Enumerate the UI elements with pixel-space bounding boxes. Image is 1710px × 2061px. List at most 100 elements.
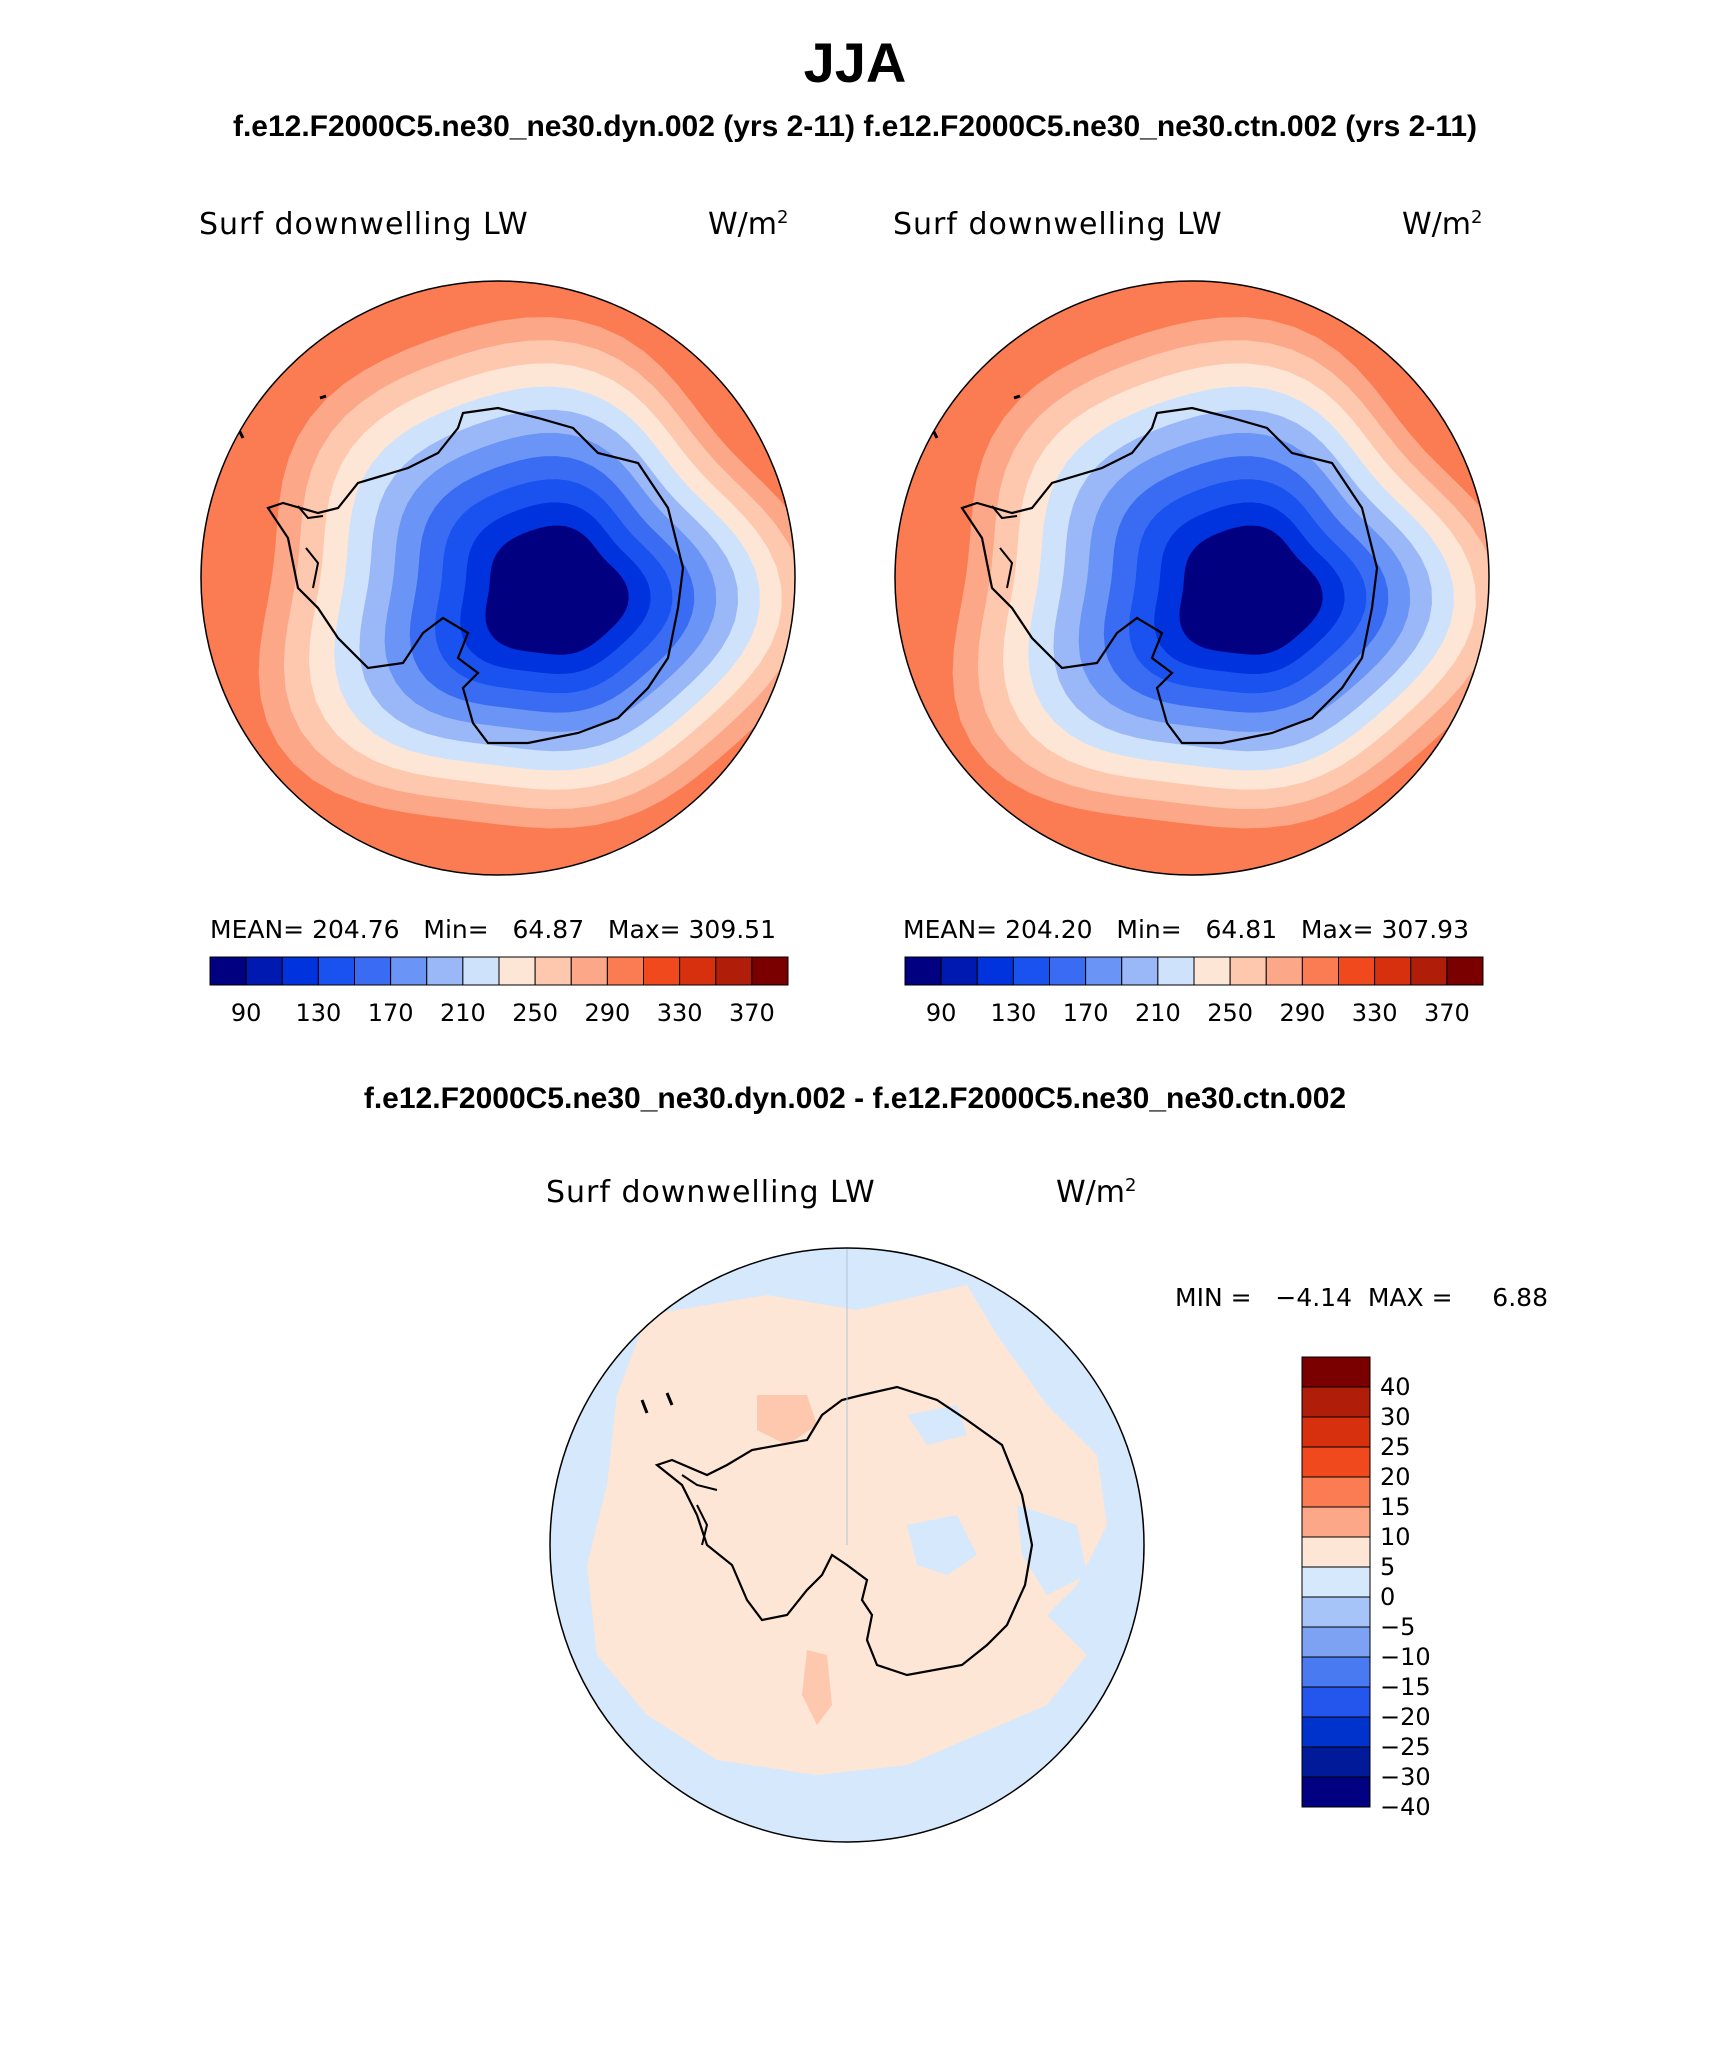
map-panel-1-field [201, 281, 795, 875]
colorbar-swatch [606, 956, 644, 986]
colorbar-swatch [1193, 956, 1231, 986]
colorbar-label: 20 [1380, 1463, 1411, 1491]
colorbar-swatch [1121, 956, 1159, 986]
colorbar-swatch [679, 956, 717, 986]
panel2-units: W/m2 [1402, 207, 1483, 242]
colorbar-label: 130 [295, 999, 341, 1027]
colorbar-swatch [1265, 956, 1303, 986]
colorbar-label: 40 [1380, 1373, 1411, 1401]
map-boundary [200, 280, 796, 876]
colorbar-swatch [1301, 1686, 1371, 1718]
colorbar-label: −10 [1380, 1643, 1431, 1671]
panel1-variable: Surf downwelling LW [199, 207, 529, 242]
colorbar-label: 5 [1380, 1553, 1395, 1581]
colorbar-swatch [1301, 1776, 1371, 1808]
colorbar-swatch [1229, 956, 1267, 986]
colorbar-label: 210 [440, 999, 486, 1027]
map-panel-2 [894, 280, 1490, 876]
colorbar-swatch [715, 956, 753, 986]
diff-units: W/m2 [1056, 1175, 1137, 1210]
colorbar-swatch [1301, 1386, 1371, 1418]
map-panel-2-field [895, 281, 1489, 875]
colorbar-label: 330 [657, 999, 703, 1027]
colorbar-swatch [1157, 956, 1195, 986]
colorbar-label: −5 [1380, 1613, 1415, 1641]
colorbar-label: 290 [584, 999, 630, 1027]
colorbar-label: −15 [1380, 1673, 1431, 1701]
colorbar-label: 25 [1380, 1433, 1411, 1461]
colorbar-label: 90 [926, 999, 957, 1027]
colorbar-swatch [209, 956, 247, 986]
colorbar-swatch [1374, 956, 1412, 986]
diff-variable: Surf downwelling LW [546, 1175, 876, 1210]
colorbar-swatch [1301, 1626, 1371, 1658]
colorbar-swatch [1301, 1476, 1371, 1508]
colorbar-swatch [245, 956, 283, 986]
colorbar-label: 170 [1063, 999, 1109, 1027]
colorbar-swatch [498, 956, 536, 986]
colorbar-label: 130 [990, 999, 1036, 1027]
panel1-stats: MEAN= 204.76 Min= 64.87 Max= 309.51 [210, 915, 776, 944]
colorbar-label: −30 [1380, 1763, 1431, 1791]
colorbar-label: 290 [1279, 999, 1325, 1027]
colorbar-swatch [1338, 956, 1376, 986]
colorbar-swatch [1301, 1656, 1371, 1688]
colorbar-swatch [1301, 1356, 1371, 1388]
field-band [1179, 525, 1323, 655]
colorbar-label: 250 [1207, 999, 1253, 1027]
colorbar-label: −20 [1380, 1703, 1431, 1731]
diff-minmax: MIN = −4.14 MAX = 6.88 [1175, 1283, 1548, 1312]
colorbar-swatch [1301, 1536, 1371, 1568]
panel2-variable: Surf downwelling LW [893, 207, 1223, 242]
colorbar-swatch [1301, 1506, 1371, 1538]
colorbar-swatch [390, 956, 428, 986]
colorbar-label: 0 [1380, 1583, 1395, 1611]
colorbar-label: 170 [368, 999, 414, 1027]
colorbar-swatch [281, 956, 319, 986]
colorbar-swatch [1410, 956, 1448, 986]
colorbar-swatch [1301, 1746, 1371, 1778]
colorbar-swatch [1085, 956, 1123, 986]
colorbar-swatch [940, 956, 978, 986]
colorbar-swatch [1446, 956, 1484, 986]
figure-title: JJA [803, 31, 907, 94]
panel2-stats: MEAN= 204.20 Min= 64.81 Max= 307.93 [903, 915, 1469, 944]
panel1-units: W/m2 [708, 207, 789, 242]
top-subtitle: f.e12.F2000C5.ne30_ne30.dyn.002 (yrs 2-1… [232, 110, 1478, 143]
colorbar-label: 370 [729, 999, 775, 1027]
diff-subtitle: f.e12.F2000C5.ne30_ne30.dyn.002 - f.e12.… [363, 1082, 1347, 1115]
map-boundary [549, 1247, 1145, 1843]
colorbar-label: −25 [1380, 1733, 1431, 1761]
colorbar-swatch [1301, 1566, 1371, 1598]
map-panel-diff [549, 1247, 1145, 1843]
colorbar-swatch [976, 956, 1014, 986]
colorbar-swatch [1301, 1596, 1371, 1628]
colorbar-swatch [643, 956, 681, 986]
colorbar-swatch [904, 956, 942, 986]
colorbar-swatch [1012, 956, 1050, 986]
colorbar-label: 15 [1380, 1493, 1411, 1521]
colorbar-label: 90 [231, 999, 262, 1027]
colorbar-label: 370 [1424, 999, 1470, 1027]
colorbar-panel-2: 90 130 170 210 250 290 330 370 [904, 956, 1484, 1027]
antarctica-coastline [640, 1385, 1034, 1677]
colorbar-swatch [1301, 956, 1339, 986]
colorbar-swatch [1301, 1446, 1371, 1478]
map-boundary [894, 280, 1490, 876]
colorbar-label: 210 [1135, 999, 1181, 1027]
colorbar-swatch [1301, 1416, 1371, 1448]
colorbar-swatch [534, 956, 572, 986]
colorbar-swatch [1049, 956, 1087, 986]
map-panel-1 [200, 280, 796, 876]
colorbar-swatch [751, 956, 789, 986]
colorbar-label: 330 [1352, 999, 1398, 1027]
colorbar-label: 250 [512, 999, 558, 1027]
colorbar-label: 10 [1380, 1523, 1411, 1551]
colorbar-swatch [570, 956, 608, 986]
colorbar-label: −40 [1380, 1793, 1431, 1821]
colorbar-panel-1: 90 130 170 210 250 290 330 370 [209, 956, 789, 1027]
field-band [485, 525, 629, 655]
colorbar-label: 30 [1380, 1403, 1411, 1431]
colorbar-swatch [354, 956, 392, 986]
